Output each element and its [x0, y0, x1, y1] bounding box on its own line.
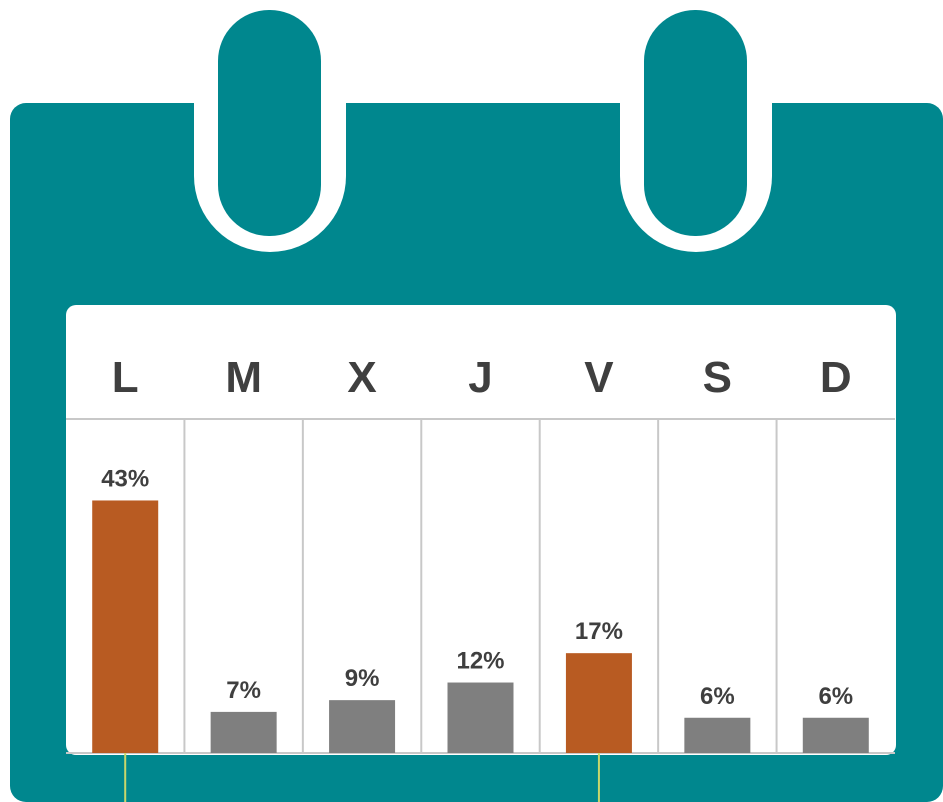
bar-m: [210, 711, 277, 753]
day-label-d: D: [820, 353, 852, 402]
day-label-s: S: [703, 353, 732, 402]
value-label-s: 6%: [700, 683, 735, 710]
day-label-j: J: [468, 353, 492, 402]
chart-panel: [66, 305, 896, 755]
day-label-m: M: [225, 353, 262, 402]
value-label-m: 7%: [226, 677, 261, 704]
bar-l: [92, 500, 159, 753]
day-label-l: L: [112, 353, 139, 402]
value-label-j: 12%: [456, 648, 504, 675]
bar-j: [447, 682, 514, 753]
calendar-ring-icon: [194, 0, 346, 252]
value-label-v: 17%: [575, 618, 623, 645]
bar-v: [565, 653, 632, 753]
bar-x: [329, 700, 396, 753]
value-label-x: 9%: [345, 665, 380, 692]
value-label-l: 43%: [101, 465, 149, 492]
bar-d: [802, 717, 869, 753]
value-label-d: 6%: [818, 683, 853, 710]
day-label-x: X: [347, 353, 376, 402]
calendar-ring-icon: [620, 0, 772, 252]
bar-s: [684, 717, 751, 753]
day-label-v: V: [584, 353, 614, 402]
